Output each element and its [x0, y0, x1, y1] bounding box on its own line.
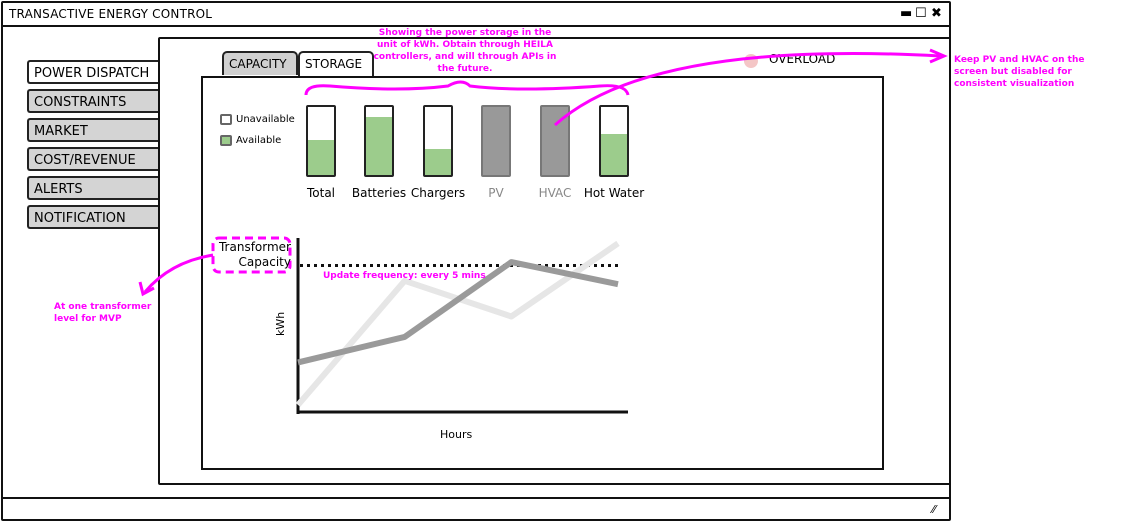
- sidebar-item-alerts[interactable]: ALERTS: [27, 176, 158, 200]
- sidebar-item-market[interactable]: MARKET: [27, 118, 158, 142]
- storage-bar-label-chargers: Chargers: [410, 186, 466, 200]
- series-line-dark: [297, 259, 619, 366]
- title-bar: TRANSACTIVE ENERGY CONTROL ▬ ☐ ✖: [3, 3, 949, 27]
- storage-brace: [304, 80, 630, 96]
- storage-bar-total: [306, 105, 336, 177]
- storage-bar-pv: [481, 105, 511, 177]
- storage-annotation: Showing the power storage in the unit of…: [373, 28, 557, 74]
- storage-bar-chargers: [423, 105, 453, 177]
- close-icon[interactable]: ✖: [931, 6, 942, 21]
- series-line-light: [295, 240, 620, 407]
- minimize-icon[interactable]: ▬: [900, 6, 913, 21]
- tab-storage[interactable]: STORAGE: [298, 51, 374, 78]
- storage-bar-label-hot-water: Hot Water: [583, 186, 645, 200]
- pv-hvac-arrow: [554, 51, 941, 127]
- storage-bar-fill: [601, 134, 627, 175]
- legend-unavailable-label: Unavailable: [236, 114, 295, 125]
- resize-grip-icon[interactable]: ⁄⁄: [932, 503, 936, 516]
- storage-bar-fill: [366, 117, 392, 175]
- legend-available-swatch: [220, 135, 232, 146]
- storage-bar-hot-water: [599, 105, 629, 177]
- chart-y-axis-label: kWh: [274, 311, 287, 336]
- storage-line-chart: [295, 238, 628, 414]
- sidebar-item-power-dispatch[interactable]: POWER DISPATCH: [27, 60, 162, 84]
- chart-x-axis-label: Hours: [440, 428, 473, 441]
- legend-available-label: Available: [236, 135, 282, 146]
- transformer-annotation: At one transformer level for MVP: [54, 302, 152, 324]
- transformer-highlight-box: [211, 236, 292, 274]
- storage-bar-label-batteries: Batteries: [351, 186, 407, 200]
- sidebar-item-notification[interactable]: NOTIFICATION: [27, 205, 158, 229]
- storage-bar-label-pv: PV: [488, 186, 504, 200]
- window-title: TRANSACTIVE ENERGY CONTROL: [9, 7, 213, 21]
- maximize-icon[interactable]: ☐: [915, 6, 927, 21]
- sidebar-item-cost-revenue[interactable]: COST/REVENUE: [27, 147, 158, 171]
- status-bar-divider: [3, 497, 949, 499]
- pv-hvac-arrow-head: [929, 48, 948, 64]
- storage-bar-label-total: Total: [306, 186, 336, 200]
- transformer-arrow-head: [138, 281, 155, 297]
- pv-hvac-annotation: Keep PV and HVAC on the screen but disab…: [954, 55, 1085, 89]
- storage-bar-label-hvac: HVAC: [538, 186, 572, 200]
- tab-capacity[interactable]: CAPACITY: [222, 51, 298, 75]
- transformer-arrow: [143, 253, 214, 293]
- transformer-capacity-label: Transformer Capacity: [218, 240, 291, 269]
- storage-bar-fill: [425, 149, 451, 175]
- storage-bar-batteries: [364, 105, 394, 177]
- sidebar-item-constraints[interactable]: CONSTRAINTS: [27, 89, 158, 113]
- storage-bar-fill: [308, 139, 334, 175]
- legend-unavailable-swatch: [220, 114, 232, 125]
- update-frequency-annotation: Update frequency: every 5 mins: [323, 271, 486, 281]
